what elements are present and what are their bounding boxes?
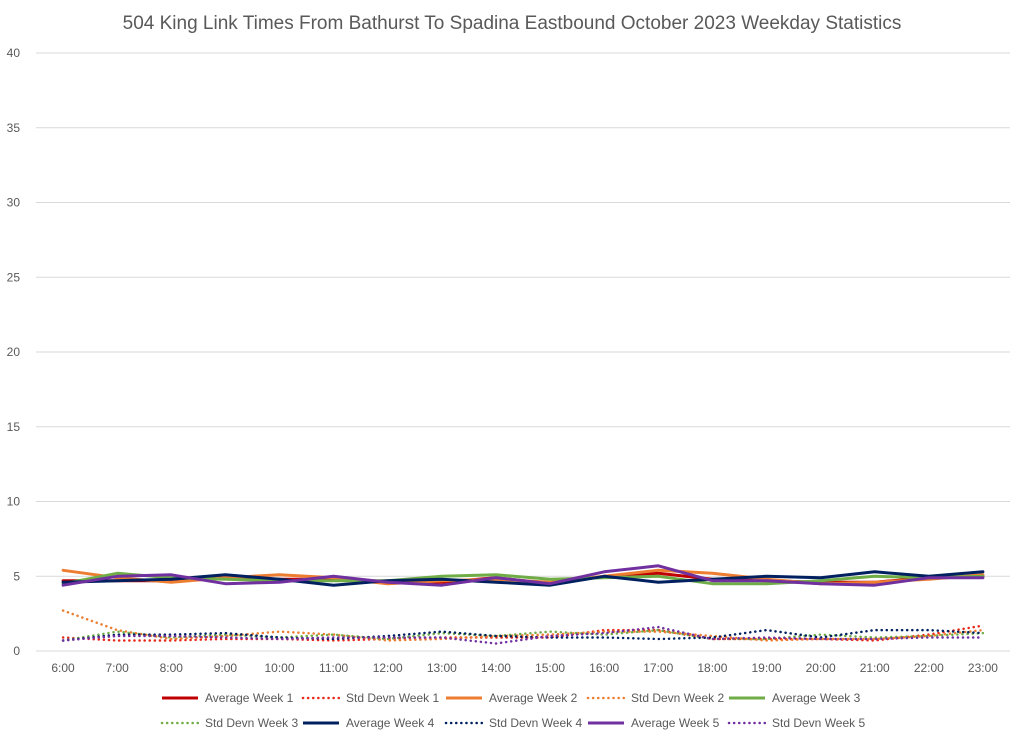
legend-label-average-week-3: Average Week 3 — [772, 691, 861, 705]
legend-label-average-week-1: Average Week 1 — [205, 691, 294, 705]
x-tick-label: 19:00 — [751, 661, 781, 675]
y-tick-label: 10 — [7, 495, 21, 509]
y-tick-label: 35 — [7, 121, 21, 135]
x-tick-label: 21:00 — [860, 661, 890, 675]
y-tick-label: 40 — [7, 46, 21, 60]
x-tick-label: 14:00 — [481, 661, 511, 675]
series-line-std-devn-week-1 — [61, 624, 985, 642]
legend-label-average-week-5: Average Week 5 — [631, 716, 720, 730]
y-tick-label: 0 — [13, 644, 20, 658]
series-line-average-week-5 — [61, 564, 985, 587]
x-tick-label: 10:00 — [264, 661, 294, 675]
x-tick-label: 20:00 — [806, 661, 836, 675]
series-line-average-week-3 — [61, 571, 985, 586]
x-tick-label: 23:00 — [968, 661, 998, 675]
y-tick-label: 20 — [7, 345, 21, 359]
legend-label-average-week-4: Average Week 4 — [346, 716, 435, 730]
series-line-average-week-4 — [61, 570, 985, 587]
x-tick-label: 8:00 — [160, 661, 184, 675]
x-tick-label: 12:00 — [373, 661, 403, 675]
legend: Average Week 1 Std Devn Week 1 Average Wee… — [160, 691, 865, 730]
legend-label-std-devn-week-3: Std Devn Week 3 — [205, 716, 298, 730]
gridlines — [36, 52, 1010, 652]
y-tick-label: 5 — [13, 569, 20, 583]
series-lines — [61, 564, 985, 645]
y-tick-label: 25 — [7, 270, 21, 284]
legend-label-average-week-2: Average Week 2 — [489, 691, 578, 705]
x-tick-label: 15:00 — [535, 661, 565, 675]
x-tick-label: 16:00 — [589, 661, 619, 675]
x-tick-label: 17:00 — [643, 661, 673, 675]
x-tick-label: 22:00 — [914, 661, 944, 675]
y-tick-label: 15 — [7, 420, 21, 434]
legend-label-std-devn-week-1: Std Devn Week 1 — [346, 691, 439, 705]
series-line-std-devn-week-3 — [61, 628, 985, 642]
series-line-std-devn-week-4 — [61, 628, 985, 642]
x-tick-label: 6:00 — [51, 661, 75, 675]
x-tick-label: 7:00 — [105, 661, 129, 675]
legend-label-std-devn-week-5: Std Devn Week 5 — [772, 716, 865, 730]
x-tick-label: 13:00 — [427, 661, 457, 675]
x-axis-ticks: 6:00 7:00 8:00 9:00 10:00 11:00 12:00 13:00 14:0… — [51, 661, 998, 675]
y-axis-ticks: 0 5 10 15 20 25 30 35 40 — [7, 46, 21, 658]
legend-label-std-devn-week-4: Std Devn Week 4 — [489, 716, 582, 730]
x-tick-label: 18:00 — [697, 661, 727, 675]
x-tick-label: 9:00 — [214, 661, 238, 675]
series-line-std-devn-week-5 — [61, 625, 985, 645]
x-tick-label: 11:00 — [319, 661, 348, 675]
y-tick-label: 30 — [7, 196, 21, 210]
legend-label-std-devn-week-2: Std Devn Week 2 — [631, 691, 724, 705]
chart-title: 504 King Link Times From Bathurst To Spa… — [123, 13, 902, 34]
